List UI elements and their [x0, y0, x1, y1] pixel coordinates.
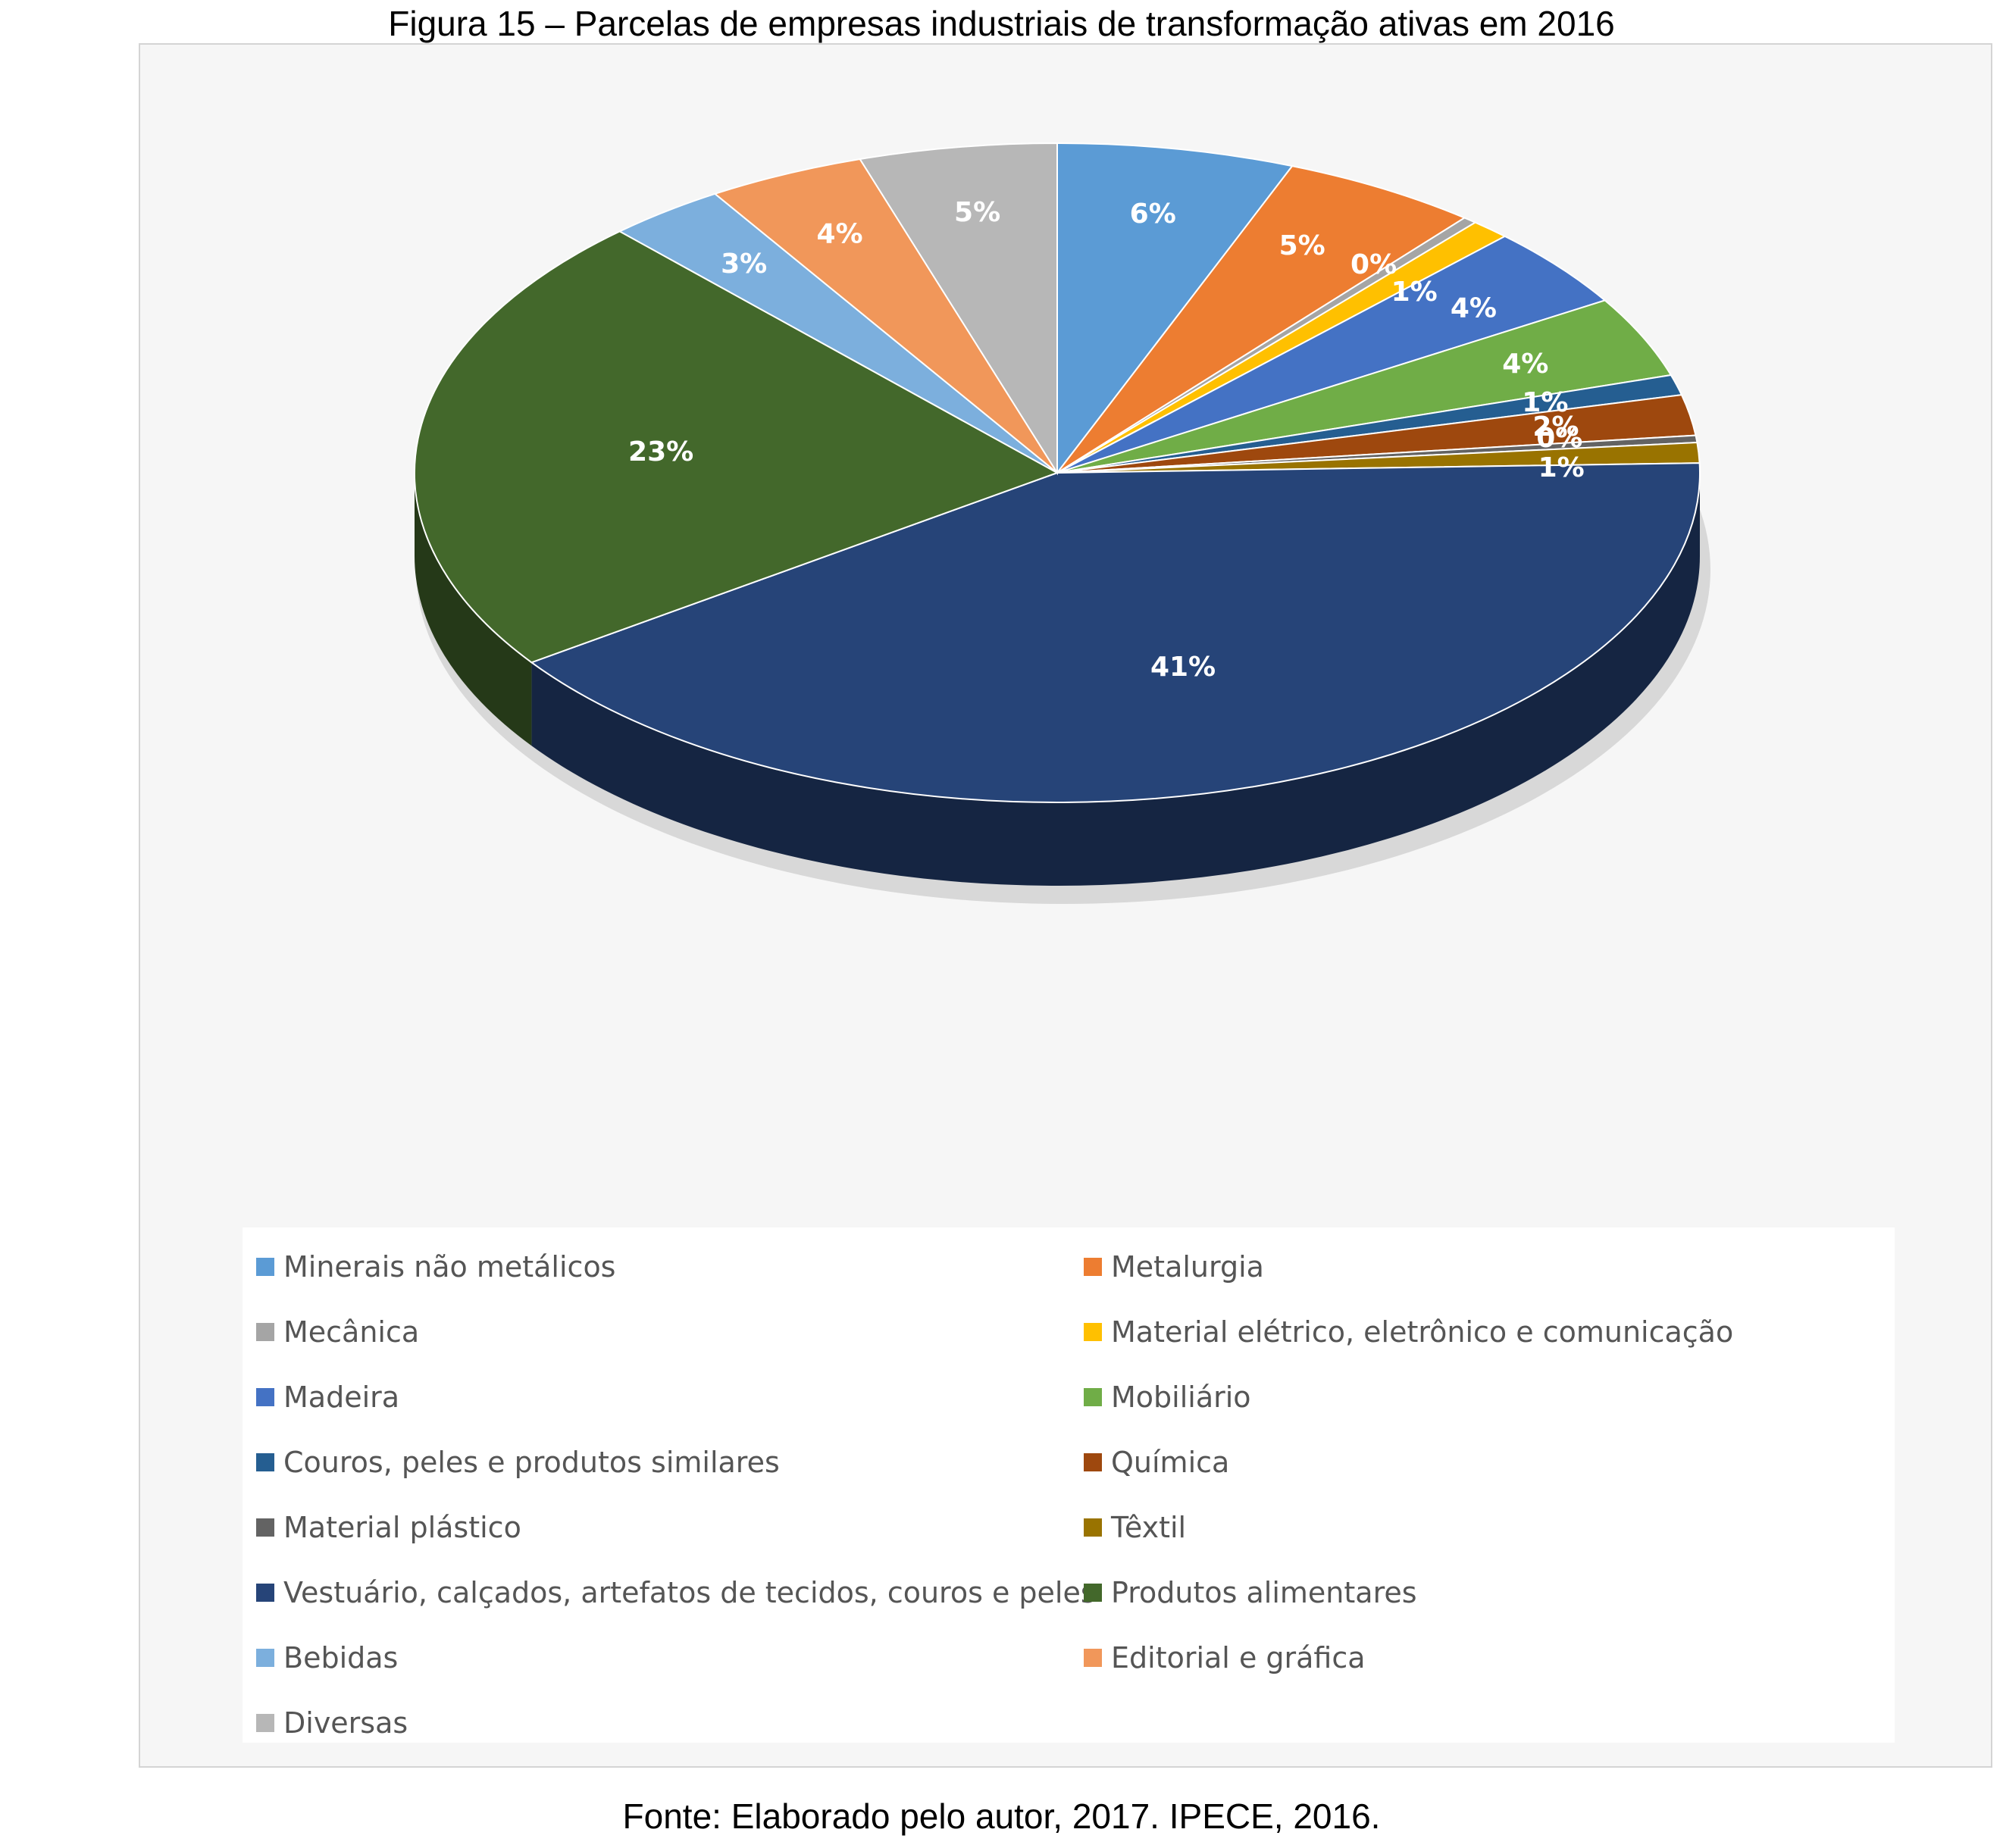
pie-side-produtos-alimentares	[415, 473, 532, 746]
legend-item-mecanica: Mecânica	[256, 1309, 419, 1355]
pie-slice-vestuario-calcados-artefatos-de-tecidos-couros-e-peles[interactable]	[530, 462, 1701, 803]
data-label-metalurgia: 5%	[1279, 230, 1325, 261]
legend-label: Mecânica	[283, 1315, 420, 1349]
legend-item-produtos-alimentares: Produtos alimentares	[1084, 1570, 1417, 1615]
data-label-produtos-alimentares: 23%	[628, 436, 693, 467]
legend-swatch	[256, 1323, 274, 1341]
legend-swatch	[256, 1518, 274, 1537]
pie-side-vestuario-calcados-artefatos-de-tecidos-couros-e-peles	[531, 473, 1700, 886]
legend-swatch	[1084, 1649, 1102, 1667]
legend-item-editorial-e-grafica: Editorial e gráfica	[1084, 1635, 1366, 1681]
pie-slice-madeira[interactable]	[1056, 235, 1607, 474]
legend-item-material-plastico: Material plástico	[256, 1505, 521, 1550]
legend-item-couros-peles-e-produtos-similares: Couros, peles e produtos similares	[256, 1440, 780, 1485]
pie-slice-minerais-nao-metalicos[interactable]	[1056, 142, 1294, 475]
legend-swatch	[1084, 1388, 1102, 1406]
pie-chart: 6%5%0%1%4%4%1%2%0%1%41%23%3%4%5%	[414, 142, 1710, 904]
pie-slice-produtos-alimentares[interactable]	[414, 230, 1059, 664]
legend-swatch	[256, 1714, 274, 1732]
legend-swatch	[1084, 1518, 1102, 1537]
data-label-diversas: 5%	[954, 197, 1000, 228]
pie-slice-diversas[interactable]	[859, 142, 1058, 476]
legend-swatch	[1084, 1584, 1102, 1602]
legend-label: Têxtil	[1111, 1511, 1187, 1544]
legend-item-material-eletrico-eletronico-e-comunicacao: Material elétrico, eletrônico e comunica…	[1084, 1309, 1733, 1355]
data-label-mobiliario: 4%	[1502, 349, 1548, 380]
legend-label: Produtos alimentares	[1111, 1576, 1417, 1609]
data-label-vestuario-calcados-artefatos-de-tecidos-couros-e-peles: 41%	[1150, 652, 1216, 683]
legend-swatch	[1084, 1323, 1102, 1341]
data-label-textil: 1%	[1538, 452, 1585, 483]
legend-swatch	[256, 1388, 274, 1406]
legend-label: Couros, peles e produtos similares	[283, 1446, 780, 1479]
data-label-madeira: 4%	[1451, 292, 1497, 324]
legend-label: Diversas	[283, 1706, 408, 1740]
legend-label: Química	[1111, 1446, 1230, 1479]
pie-slice-editorial-e-grafica[interactable]	[713, 158, 1058, 474]
data-label-bebidas: 3%	[721, 249, 767, 280]
legend-label: Mobiliário	[1111, 1381, 1251, 1414]
legend-item-textil: Têxtil	[1084, 1505, 1186, 1550]
legend-item-mobiliario: Mobiliário	[1084, 1374, 1251, 1420]
data-label-minerais-nao-metalicos: 6%	[1130, 199, 1176, 230]
data-label-quimica: 2%	[1532, 411, 1579, 442]
legend-swatch	[256, 1258, 274, 1276]
legend-item-quimica: Química	[1084, 1440, 1229, 1485]
legend-item-bebidas: Bebidas	[256, 1635, 398, 1681]
legend-label: Editorial e gráfica	[1111, 1641, 1366, 1674]
data-label-editorial-e-grafica: 4%	[816, 219, 862, 250]
figure-title: Figura 15 – Parcelas de empresas industr…	[388, 4, 1615, 43]
legend-label: Metalurgia	[1111, 1250, 1264, 1284]
figure-source: Fonte: Elaborado pelo autor, 2017. IPECE…	[622, 1796, 1381, 1836]
legend-label: Madeira	[283, 1381, 400, 1414]
legend-swatch	[1084, 1258, 1102, 1276]
data-label-couros-peles-e-produtos-similares: 1%	[1522, 387, 1568, 418]
data-label-material-eletrico-eletronico-e-comunicacao: 1%	[1391, 277, 1438, 308]
data-label-mecanica: 0%	[1350, 249, 1397, 280]
pie-slice-mobiliario[interactable]	[1056, 299, 1673, 474]
legend-item-madeira: Madeira	[256, 1374, 399, 1420]
legend-swatch	[256, 1649, 274, 1667]
legend-label: Vestuário, calçados, artefatos de tecido…	[283, 1576, 1096, 1609]
pie-slice-metalurgia[interactable]	[1056, 165, 1466, 474]
legend-item-diversas: Diversas	[256, 1700, 408, 1746]
data-label-material-plastico: 0%	[1536, 423, 1582, 454]
legend-label: Material elétrico, eletrônico e comunica…	[1111, 1315, 1734, 1349]
legend-swatch	[1084, 1453, 1102, 1471]
legend-label: Material plástico	[283, 1511, 521, 1544]
legend-label: Bebidas	[283, 1641, 399, 1674]
legend-item-metalurgia: Metalurgia	[1084, 1244, 1264, 1290]
chart-legend: Minerais não metálicos Metalurgia Mecânica…	[243, 1227, 1895, 1743]
legend-item-minerais-nao-metalicos: Minerais não metálicos	[256, 1244, 615, 1290]
legend-item-vestuario-calcados-artefatos-de-tecidos-couros-e-peles: Vestuário, calçados, artefatos de tecido…	[256, 1570, 1096, 1615]
legend-label: Minerais não metálicos	[283, 1250, 616, 1284]
legend-swatch	[256, 1584, 274, 1602]
legend-swatch	[256, 1453, 274, 1471]
